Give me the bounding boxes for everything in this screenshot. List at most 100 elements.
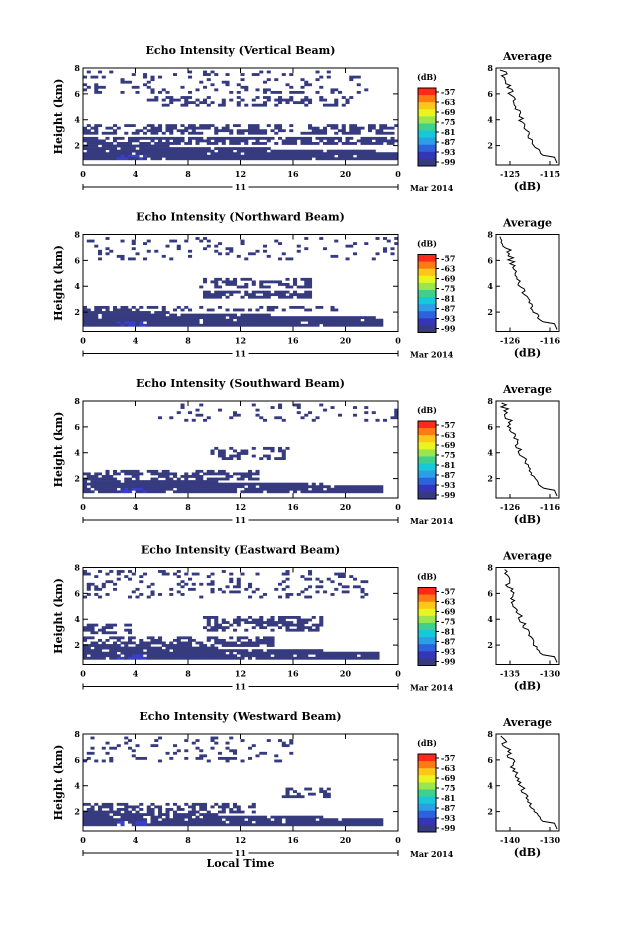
heatmap-cell [341,126,346,130]
heatmap-cell [165,480,170,483]
heatmap-cell [83,759,88,763]
heatmap-cell [248,469,253,473]
heatmap-cell [188,818,193,822]
x-tick-label: 4 [133,835,139,845]
heatmap-cell [255,126,260,130]
heatmap-cell [278,487,283,491]
heatmap-cell [105,593,110,596]
heatmap-cell [150,656,155,660]
heatmap-cell [109,656,114,660]
heatmap-cell [285,446,290,450]
heatmap-cell [176,480,181,483]
heatmap-cell [315,823,320,827]
heatmap-cell [98,820,103,824]
heatmap-cell [233,749,238,753]
heatmap-cell [158,815,163,819]
heatmap-cell [188,96,193,99]
heatmap-cell [266,638,271,642]
heatmap-cell [278,823,283,827]
heatmap-cell [113,124,118,128]
heatmap-cell [131,590,136,594]
heatmap-cell [210,820,215,824]
heatmap-cell [251,131,256,135]
heatmap-cell [109,477,114,481]
heatmap-cell [236,290,241,294]
heatmap-cell [173,644,178,647]
heatmap-cell [206,136,211,140]
heatmap-cell [315,623,320,627]
heatmap-cell [128,815,133,819]
heatmap-cell [94,149,99,153]
heatmap-cell [206,623,211,627]
y-tick-label: 4 [74,448,80,458]
heatmap-cell [251,147,256,150]
heatmap-cell [323,590,328,594]
date-day-label: 11 [235,848,246,858]
heatmap-cell [394,413,399,417]
heatmap-cell [191,154,196,158]
heatmap-cell [188,815,193,819]
heatmap-cell [218,469,223,473]
heatmap-cell [270,820,275,824]
heatmap-cell [86,318,91,322]
heatmap-cell [173,651,178,655]
heatmap-cell [236,83,241,87]
heatmap-cell [169,96,174,99]
heatmap-cell [98,485,103,489]
heatmap-cell [274,621,279,624]
heatmap-cell [266,636,271,640]
heatmap-cell [154,490,159,494]
heatmap-cell [379,139,384,143]
heatmap-cell [263,90,268,94]
heatmap-cell [146,490,151,494]
heatmap-cell [218,305,223,309]
heatmap-cell [259,290,264,294]
heatmap-cell [128,739,133,742]
heatmap-cell [158,649,163,653]
heatmap-cell [218,157,223,161]
heatmap-cell [195,490,200,494]
heatmap-cell [251,626,256,630]
heatmap-cell [349,152,354,156]
heatmap-cell [221,98,226,102]
colorbar-tick-label: -99 [441,490,456,500]
heatmap-cell [368,321,373,325]
x-tick-label: 0 [80,336,86,346]
heatmap-cell [323,247,328,251]
heatmap-cell [94,75,99,79]
heatmap-cell [135,823,140,827]
heatmap-cell [233,656,238,660]
heatmap-cell [278,126,283,130]
heatmap-cell [278,403,283,407]
heatmap-cell [274,815,279,819]
heatmap-cell [180,475,185,478]
heatmap-cell [94,818,99,822]
colorbar-swatch [418,318,436,326]
heatmap-cell [255,820,260,824]
heatmap-cell [255,316,260,320]
heatmap-cell [236,139,241,143]
heatmap-cell [195,480,200,483]
heatmap-cell [124,482,129,486]
heatmap-cell [86,626,91,630]
heatmap-cell [338,149,343,153]
heatmap-cell [233,751,238,755]
heatmap-cell [109,487,114,491]
heatmap-cell [105,323,110,327]
heatmap-cell [83,646,88,650]
heatmap-cell [188,654,193,658]
heatmap-cell [300,649,305,653]
heatmap-cell [300,823,305,827]
heatmap-cell [90,321,95,325]
heatmap-cell [158,142,163,145]
heatmap-cell [270,152,275,156]
heatmap-cell [203,480,208,483]
heatmap-cell [124,656,129,660]
heatmap-cell [341,487,346,491]
heatmap-cell [221,323,226,327]
heatmap-cell [229,98,234,102]
colorbar-label: (dB) [417,572,437,582]
heatmap-cell [98,628,103,632]
heatmap-cell [180,641,185,645]
heatmap-cell [128,147,133,150]
